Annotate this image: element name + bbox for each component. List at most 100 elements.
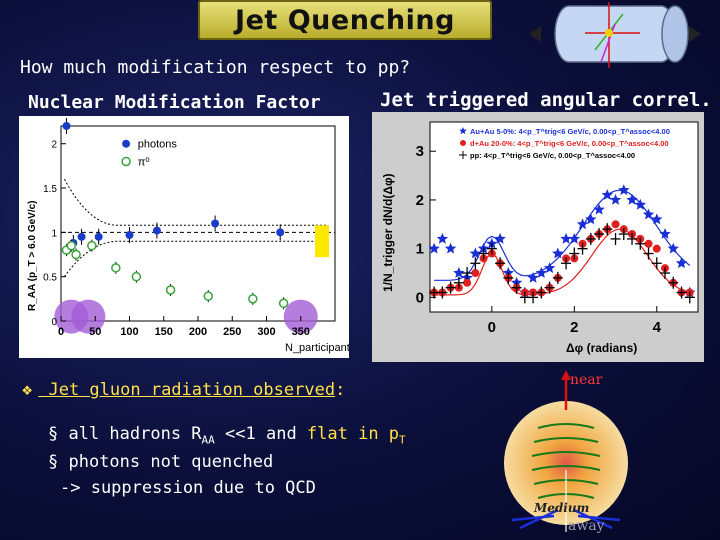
corr-y-tick-label: 1 — [416, 241, 424, 258]
corr-y-tick-label: 3 — [416, 143, 424, 160]
auau-point — [626, 193, 638, 205]
near-arrow-head-icon — [561, 370, 571, 380]
correlation-chart-panel: 0 2 4 0 1 2 3 Δφ (radians) 1/N_trigger dN/d(Δφ) A… — [372, 112, 704, 362]
away-label: away — [568, 518, 605, 534]
photon-point — [62, 122, 71, 130]
legend-auau-marker — [459, 127, 467, 135]
corr-x-tick-label: 0 — [488, 319, 496, 336]
subpoint-1-text: all hadrons R — [58, 424, 202, 444]
medium-label: Medium — [534, 501, 590, 515]
raa-x-tick-label: 300 — [257, 326, 275, 338]
auau-point — [593, 203, 605, 215]
raa-plot-frame — [60, 125, 336, 322]
dau-point — [463, 278, 472, 287]
away-jet-left-arrow-2 — [511, 514, 555, 522]
subpoint-1-text-2: <<1 and — [214, 424, 307, 444]
subtitle: How much modification respect to pp? — [20, 57, 411, 78]
raa-lower-band — [64, 240, 329, 277]
raa-x-tick-label: 350 — [292, 326, 310, 338]
left-arrow-icon — [529, 26, 541, 42]
photon-point — [77, 232, 86, 241]
corr-y-axis-label: 1/N_trigger dN/d(Δφ) — [381, 173, 395, 292]
auau-point — [651, 213, 663, 225]
raa-x-tick-label: 50 — [89, 326, 101, 338]
subpoint-1-highlight-subscript: T — [399, 433, 406, 447]
medium-sphere — [504, 401, 628, 525]
main-bullet: ❖ Jet gluon radiation observed: — [22, 380, 345, 400]
raa-y-axis-label: R_AA (p_T > 6.0 GeV/c) — [27, 201, 38, 312]
pi0-point — [278, 298, 289, 309]
subpoint-1: § all hadrons RAA <<1 and flat in pT — [48, 424, 406, 446]
raa-purple-blob — [71, 299, 106, 334]
subpoint-2-text: photons not quenched — [58, 452, 274, 472]
raa-chart-panel: 0 50 100 150 200 250 300 350 0 0.5 1 1.5 2 N_particip… — [19, 116, 350, 358]
subpoint-3: -> suppression due to QCD — [60, 478, 316, 498]
raa-x-tick-label: 150 — [155, 326, 173, 338]
jet-line-magenta — [600, 23, 616, 63]
corr-y-tick-label: 0 — [416, 289, 424, 306]
legend-dau-marker — [459, 140, 466, 146]
raa-x-tick-label: 100 — [120, 326, 138, 338]
away-jet-right-arrow — [573, 508, 613, 530]
pi0-point — [87, 240, 97, 251]
legend-entry-label: Au+Au 5-0%: 4<p_T^trig<6 GeV/c, 0.00<p_T… — [470, 127, 670, 136]
correlation-chart: 0 2 4 0 1 2 3 Δφ (radians) 1/N_trigger dN/d(Δφ) A… — [381, 121, 699, 355]
auau-point — [453, 267, 465, 278]
dau-fit-curve — [434, 228, 690, 296]
corr-plot-frame — [429, 121, 699, 313]
auau-point — [667, 242, 679, 254]
auau-point — [642, 208, 655, 220]
pi0-point — [203, 291, 214, 301]
diamond-bullet-icon: ❖ — [22, 380, 33, 400]
raa-y-tick-label: 0.5 — [43, 273, 57, 284]
auau-point — [436, 232, 449, 244]
photon-point — [94, 232, 103, 241]
raa-x-tick-label: 200 — [189, 326, 207, 338]
auau-point — [444, 242, 457, 254]
photon-point — [125, 231, 134, 240]
legend-pi0-label: π⁰ — [138, 156, 151, 168]
raa-systematic-box — [315, 225, 329, 258]
auau-point — [585, 213, 597, 225]
dau-point — [611, 220, 620, 229]
legend-photons-label: photons — [138, 139, 178, 151]
auau-point — [552, 247, 564, 259]
dau-point — [471, 269, 480, 278]
near-label: near — [570, 372, 603, 388]
subpoint-3-text: -> suppression due to QCD — [60, 478, 316, 498]
subpoint-1-subscript: AA — [201, 433, 215, 447]
subpoint-marker: § — [48, 424, 59, 444]
subpoint-1-highlight: flat in p — [306, 424, 400, 444]
auau-point — [494, 232, 506, 244]
collision-cylinder-diagram — [529, 2, 701, 68]
slide-title: Jet Quenching — [198, 0, 492, 40]
legend-photons-marker — [122, 139, 131, 148]
corr-x-axis-label: Δφ (radians) — [566, 341, 637, 355]
photon-point — [276, 228, 285, 237]
raa-y-tick-label: 1.5 — [43, 184, 57, 195]
dau-point — [644, 239, 653, 248]
correlation-panel-label: Jet triggered angular correl. — [380, 89, 712, 111]
raa-y-tick-label: 1 — [51, 228, 57, 239]
subpoint-2: § photons not quenched — [48, 452, 273, 472]
auau-point — [576, 218, 589, 230]
raa-y-tick-label: 0 — [51, 317, 57, 328]
auau-point — [634, 198, 646, 210]
collision-point — [605, 29, 613, 37]
subpoint-marker: § — [48, 452, 59, 472]
jet-medium-diagram — [504, 370, 628, 532]
raa-upper-band — [63, 178, 329, 226]
corr-y-tick-label: 2 — [416, 192, 424, 209]
dau-point — [652, 244, 661, 253]
corr-x-tick-label: 2 — [570, 319, 578, 336]
pi0-point — [71, 249, 81, 260]
pi0-point — [111, 263, 121, 273]
raa-x-tick-label: 0 — [58, 326, 64, 338]
raa-panel-label: Nuclear Modification Factor — [28, 92, 321, 113]
legend-pi0-marker — [121, 156, 131, 167]
auau-point — [560, 232, 572, 244]
raa-y-tick-label: 2 — [51, 140, 57, 151]
cylinder-body — [554, 5, 676, 63]
auau-point — [568, 232, 580, 244]
pi0-point — [165, 285, 176, 295]
